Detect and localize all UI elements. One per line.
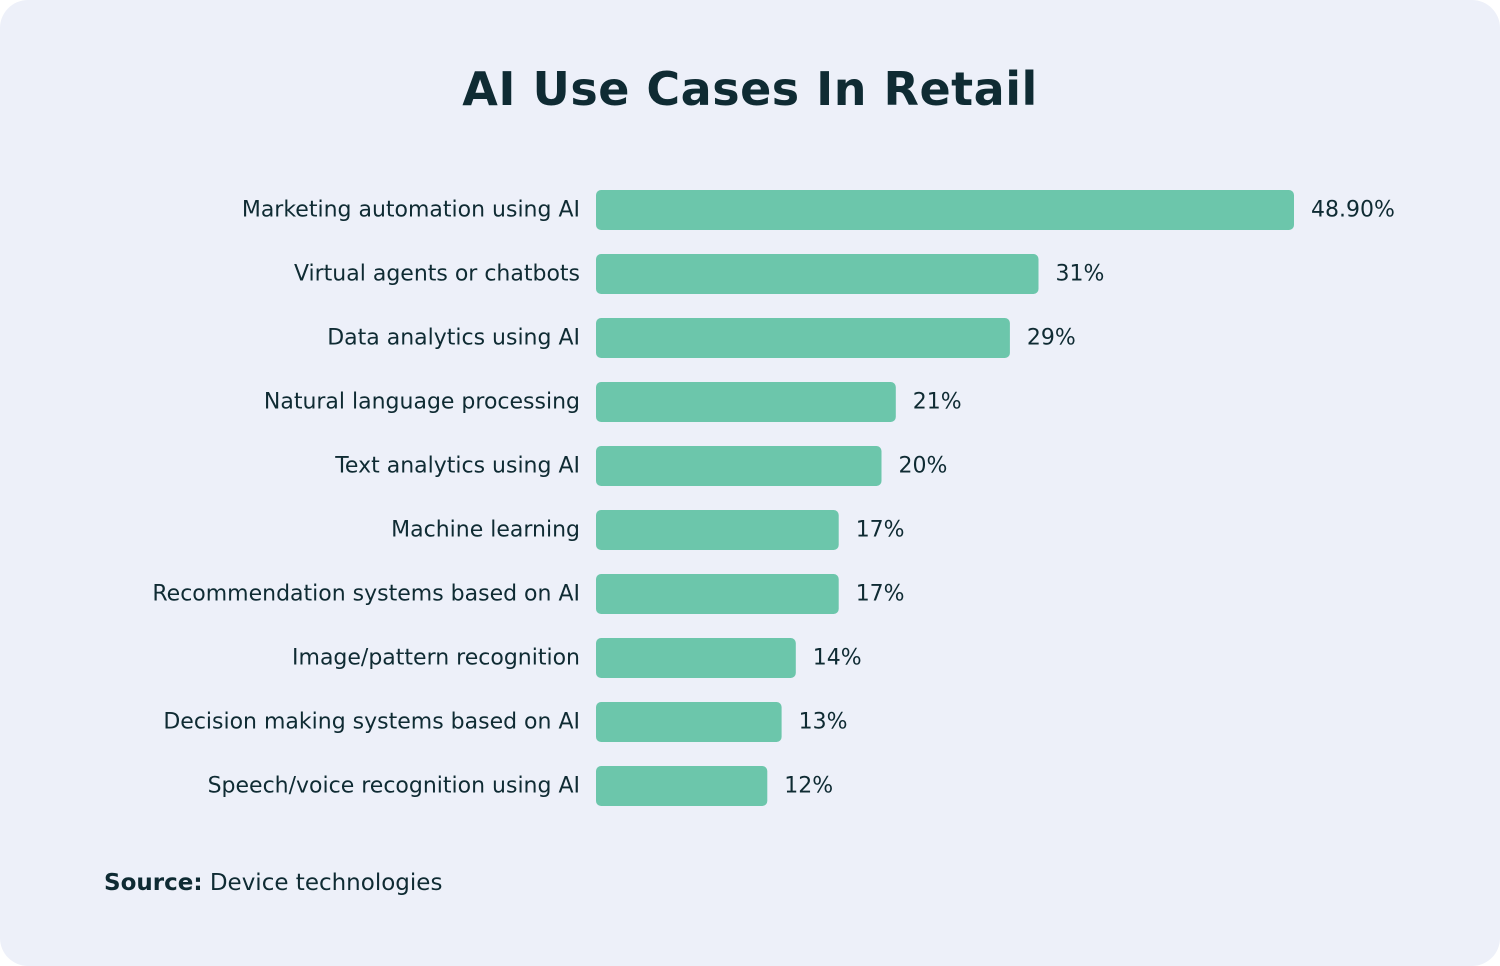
category-label: Speech/voice recognition using AI (208, 774, 580, 799)
value-label: 12% (784, 774, 833, 799)
category-label: Data analytics using AI (327, 326, 580, 351)
bar (596, 190, 1294, 230)
value-label: 14% (813, 646, 862, 671)
value-label: 31% (1056, 262, 1105, 287)
bar (596, 382, 896, 422)
bar (596, 702, 782, 742)
bar (596, 510, 839, 550)
value-label: 20% (899, 454, 948, 479)
category-label: Recommendation systems based on AI (152, 582, 580, 607)
source-note: Source: Device technologies (104, 870, 442, 896)
value-label: 17% (856, 582, 905, 607)
bar (596, 574, 839, 614)
bar (596, 254, 1039, 294)
category-label: Decision making systems based on AI (163, 710, 580, 735)
bar (596, 318, 1010, 358)
bar (596, 638, 796, 678)
category-label: Marketing automation using AI (242, 198, 580, 223)
value-label: 29% (1027, 326, 1076, 351)
category-label: Image/pattern recognition (292, 646, 580, 671)
value-label: 13% (799, 710, 848, 735)
category-label: Text analytics using AI (334, 454, 580, 479)
value-label: 48.90% (1311, 198, 1395, 223)
chart-title: AI Use Cases In Retail (462, 62, 1038, 116)
value-label: 21% (913, 390, 962, 415)
source-text: Device technologies (202, 870, 443, 896)
bar (596, 766, 768, 806)
bar (596, 446, 882, 486)
category-label: Machine learning (391, 518, 580, 543)
category-label: Virtual agents or chatbots (294, 262, 580, 287)
source-prefix: Source: (104, 870, 203, 896)
value-label: 17% (856, 518, 905, 543)
category-label: Natural language processing (264, 390, 580, 415)
